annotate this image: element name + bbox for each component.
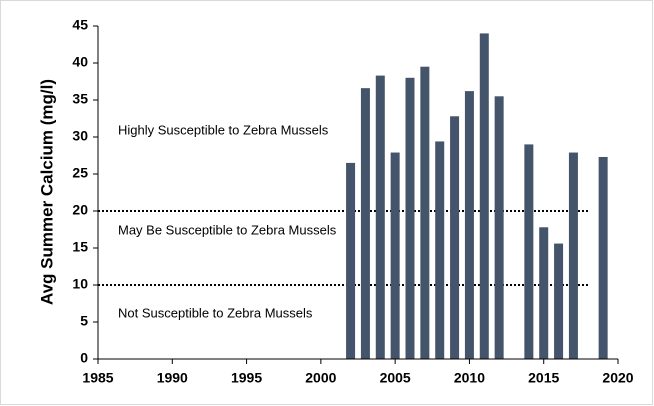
y-tick-label: 30: [72, 128, 88, 144]
y-tick-label: 5: [80, 313, 88, 329]
bar: [464, 91, 474, 360]
bar: [346, 162, 356, 359]
x-tick-label: 1995: [231, 370, 262, 386]
x-tick-label: 2015: [528, 370, 559, 386]
x-tick-label: 2020: [602, 370, 633, 386]
bar: [598, 156, 608, 359]
y-tick-label: 15: [72, 239, 88, 255]
annotation: May Be Susceptible to Zebra Mussels: [118, 222, 337, 237]
x-tick-label: 1985: [82, 370, 113, 386]
bar: [360, 88, 370, 359]
x-tick-label: 2000: [305, 370, 336, 386]
y-tick-label: 35: [72, 91, 88, 107]
y-tick-label: 0: [80, 350, 88, 366]
bar: [390, 152, 400, 359]
bar: [435, 141, 445, 359]
bar: [420, 66, 430, 359]
bar: [494, 96, 504, 360]
bar: [524, 144, 534, 359]
y-axis-label: Avg Summer Calcium (mg/l): [37, 79, 56, 305]
bar: [554, 243, 564, 359]
y-tick-label: 25: [72, 165, 88, 181]
bar: [568, 152, 578, 359]
bar: [539, 227, 549, 359]
y-tick-label: 10: [72, 276, 88, 292]
x-tick-label: 1990: [157, 370, 188, 386]
y-tick-label: 40: [72, 54, 88, 70]
bar: [479, 33, 489, 360]
annotation: Highly Susceptible to Zebra Mussels: [118, 122, 329, 137]
x-tick-label: 2005: [380, 370, 411, 386]
y-tick-label: 45: [72, 17, 88, 33]
y-tick-label: 20: [72, 202, 88, 218]
bar: [375, 75, 385, 359]
annotation: Not Susceptible to Zebra Mussels: [118, 305, 313, 320]
bar: [405, 77, 415, 360]
x-tick-label: 2010: [454, 370, 485, 386]
bar: [450, 116, 460, 359]
